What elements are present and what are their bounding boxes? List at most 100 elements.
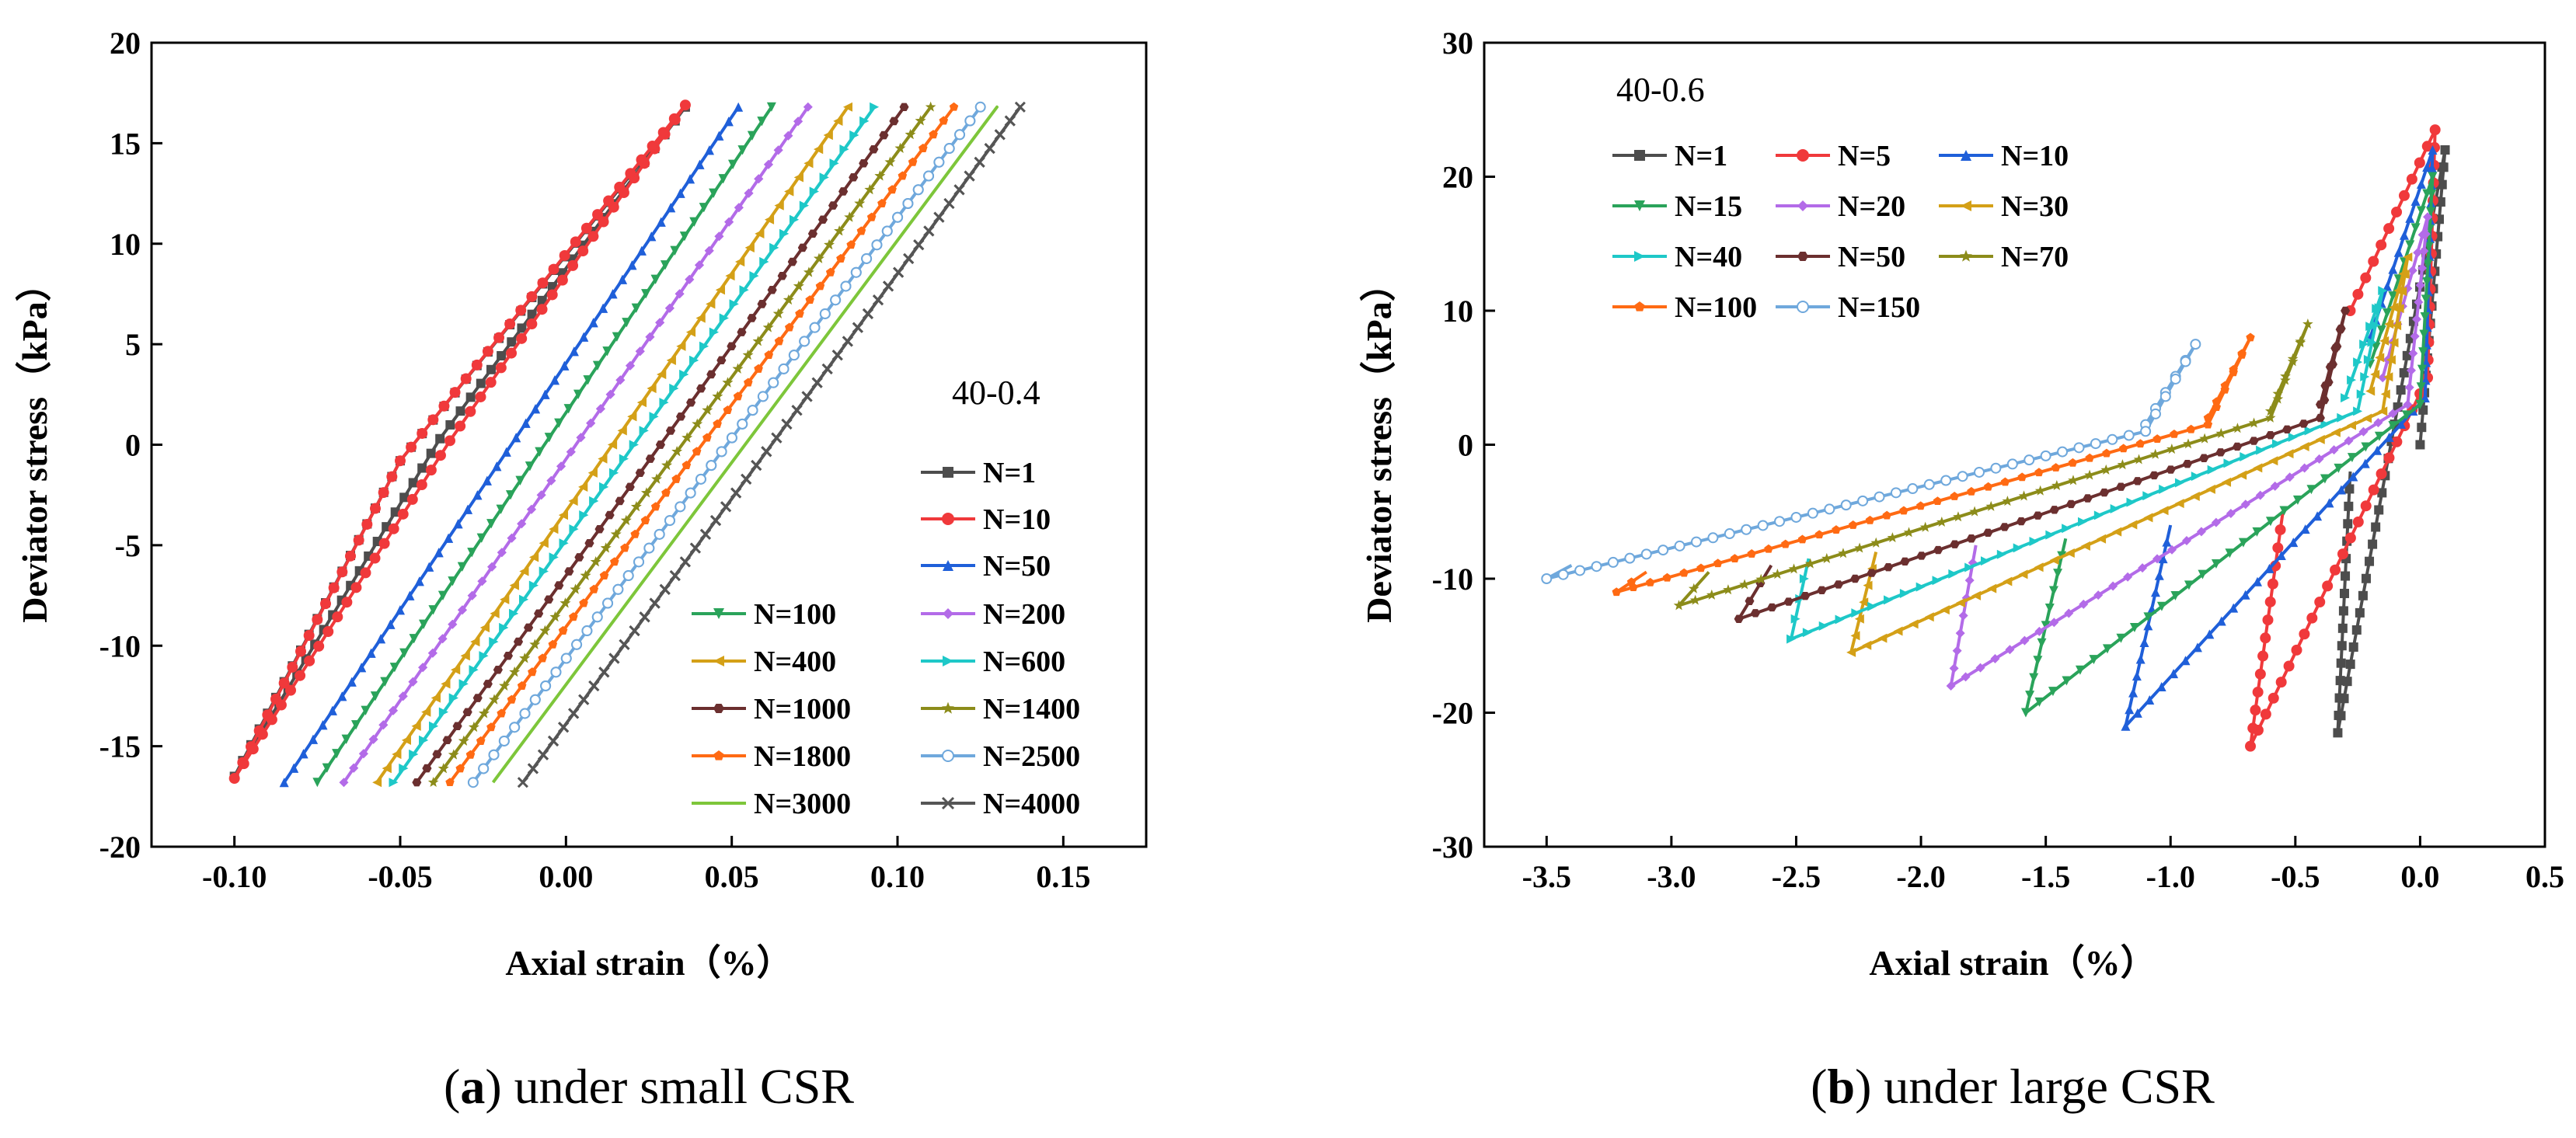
data-point bbox=[2407, 266, 2417, 276]
data-point bbox=[2100, 464, 2112, 475]
data-point bbox=[643, 542, 655, 554]
data-point bbox=[2205, 629, 2215, 639]
data-point bbox=[313, 640, 325, 652]
data-point bbox=[350, 582, 362, 593]
data-point bbox=[2271, 439, 2281, 449]
data-point bbox=[437, 634, 448, 644]
data-point bbox=[465, 392, 476, 402]
data-point bbox=[587, 468, 598, 478]
data-point bbox=[341, 734, 351, 744]
data-point bbox=[2085, 453, 2094, 462]
data-point bbox=[2417, 423, 2427, 433]
data-point bbox=[2421, 229, 2431, 239]
data-point bbox=[861, 252, 873, 264]
data-point bbox=[671, 474, 681, 483]
data-point bbox=[724, 217, 734, 227]
data-point bbox=[408, 677, 418, 687]
data-point bbox=[472, 490, 483, 500]
data-point bbox=[571, 639, 583, 650]
legend-item: N=30 bbox=[1939, 190, 2069, 223]
data-point bbox=[568, 708, 580, 719]
x-tick-label: -3.5 bbox=[1522, 859, 1571, 894]
data-point bbox=[370, 691, 380, 701]
data-point bbox=[568, 496, 578, 506]
data-point bbox=[425, 465, 437, 476]
data-point bbox=[2383, 308, 2393, 318]
data-point bbox=[529, 552, 539, 562]
data-point bbox=[843, 102, 852, 112]
data-point bbox=[657, 369, 667, 379]
data-point bbox=[803, 102, 813, 112]
data-point bbox=[615, 496, 625, 506]
data-point bbox=[655, 440, 665, 449]
ticks-group-a: -0.10 -0.05 0.00 0.05 0.10 0.15 -20 -15 -10 -5 0 5 1… bbox=[99, 26, 1091, 894]
data-point bbox=[2143, 513, 2153, 523]
data-point bbox=[2240, 452, 2250, 462]
data-point bbox=[608, 440, 618, 450]
data-point bbox=[1786, 634, 1797, 644]
data-point bbox=[1983, 528, 1993, 538]
legend-item: N=1000 bbox=[692, 693, 851, 726]
legend-marker bbox=[1960, 249, 1972, 262]
data-point bbox=[496, 504, 506, 514]
data-point bbox=[655, 318, 665, 328]
data-point bbox=[540, 680, 552, 691]
data-point bbox=[2322, 580, 2334, 592]
data-point bbox=[1707, 532, 1719, 544]
data-point bbox=[1987, 583, 1997, 593]
data-point bbox=[2421, 294, 2431, 305]
data-point bbox=[2359, 339, 2369, 350]
data-point bbox=[2348, 642, 2358, 653]
data-point bbox=[709, 188, 719, 198]
data-point bbox=[586, 418, 596, 428]
data-point bbox=[2376, 239, 2387, 251]
data-point bbox=[2415, 440, 2425, 450]
data-point bbox=[2075, 665, 2085, 675]
data-point bbox=[2276, 550, 2286, 560]
series-line-n-100 bbox=[1615, 336, 2252, 594]
data-point bbox=[1948, 569, 1958, 579]
data-point bbox=[1814, 530, 1824, 539]
data-point bbox=[666, 426, 675, 435]
data-point bbox=[2129, 623, 2139, 633]
data-point bbox=[462, 708, 472, 716]
data-point bbox=[535, 447, 545, 457]
data-point bbox=[884, 156, 896, 167]
caption-letter-b: b bbox=[1827, 1059, 1855, 1114]
legend-item: N=1800 bbox=[692, 740, 851, 773]
data-point bbox=[799, 200, 809, 211]
data-point bbox=[2190, 339, 2201, 350]
data-point bbox=[1924, 612, 1934, 622]
data-point bbox=[893, 266, 905, 278]
y-tick-label: -10 bbox=[1432, 562, 1473, 597]
legend-item: N=40 bbox=[1612, 241, 1742, 273]
data-point bbox=[1908, 619, 1919, 629]
data-point bbox=[2199, 433, 2210, 444]
data-point bbox=[1899, 588, 1909, 598]
data-point bbox=[2299, 463, 2309, 473]
data-point bbox=[1985, 500, 1997, 511]
data-point bbox=[2149, 408, 2161, 419]
data-point bbox=[2000, 477, 2010, 486]
data-point bbox=[389, 705, 399, 715]
data-point bbox=[2410, 196, 2421, 206]
data-point bbox=[479, 708, 490, 719]
caption-text-b: under large CSR bbox=[1871, 1059, 2215, 1114]
data-point bbox=[1957, 471, 1968, 482]
data-point bbox=[1807, 507, 1818, 519]
data-point bbox=[2040, 450, 2051, 461]
data-point bbox=[908, 157, 918, 166]
data-point bbox=[476, 533, 486, 543]
data-point bbox=[814, 252, 824, 263]
legend-marker bbox=[1797, 251, 1808, 262]
data-point bbox=[287, 661, 298, 673]
data-point bbox=[1783, 597, 1793, 606]
data-point bbox=[2034, 697, 2044, 707]
data-point bbox=[2356, 389, 2366, 399]
data-point bbox=[974, 156, 985, 168]
data-point bbox=[592, 209, 604, 221]
data-point bbox=[1750, 609, 1760, 618]
series-line-n-40 bbox=[1790, 289, 2385, 641]
data-point bbox=[2437, 162, 2447, 172]
data-point bbox=[2374, 505, 2384, 515]
